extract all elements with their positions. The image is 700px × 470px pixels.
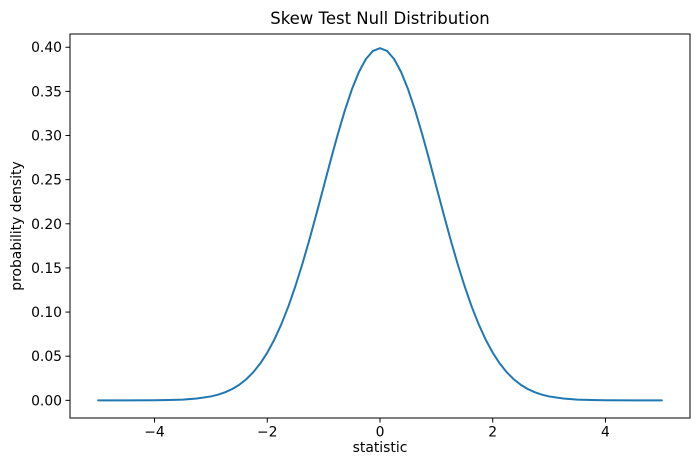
y-axis-label: probability density bbox=[9, 161, 25, 291]
distribution-curve bbox=[97, 47, 663, 402]
chart-title: Skew Test Null Distribution bbox=[270, 9, 490, 28]
axes-frame bbox=[69, 33, 691, 419]
y-tick-label: 0.30 bbox=[31, 129, 62, 145]
x-axis-label: statistic bbox=[352, 440, 408, 456]
x-tick-label: −2 bbox=[257, 425, 277, 441]
y-tick-label: 0.15 bbox=[31, 261, 62, 277]
x-tick-label: 4 bbox=[601, 425, 610, 441]
x-tick-label: −4 bbox=[144, 425, 165, 441]
y-tick-label: 0.00 bbox=[31, 393, 62, 409]
y-tick-label: 0.20 bbox=[31, 217, 62, 233]
y-tick-label: 0.40 bbox=[31, 40, 62, 56]
x-tick-label: 2 bbox=[488, 425, 497, 441]
y-tick-label: 0.10 bbox=[31, 305, 62, 321]
x-tick-label: 0 bbox=[376, 425, 385, 441]
y-tick-label: 0.25 bbox=[31, 173, 62, 189]
y-tick-label: 0.35 bbox=[31, 84, 62, 100]
y-tick-label: 0.05 bbox=[31, 349, 62, 365]
